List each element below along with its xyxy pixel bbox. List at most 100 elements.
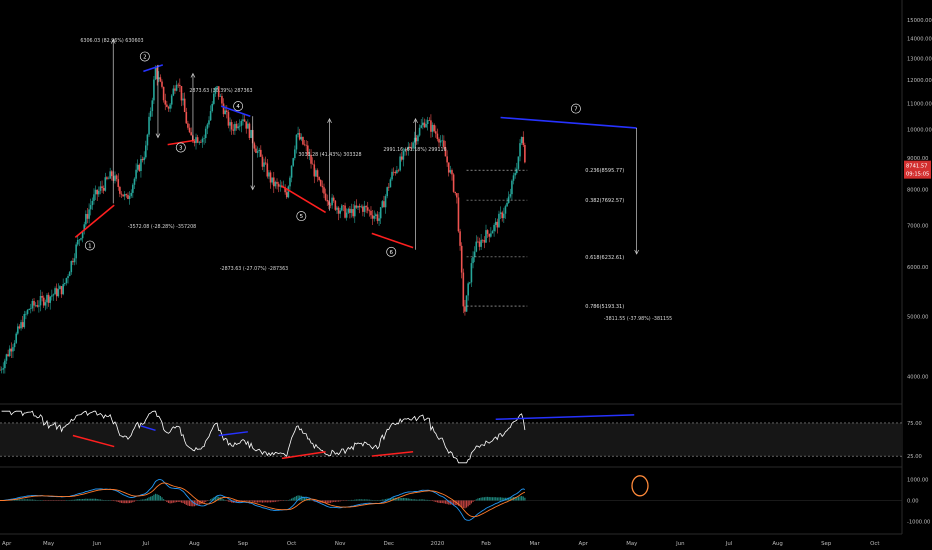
candle-body[interactable] <box>266 163 269 177</box>
candle-body[interactable] <box>2 368 5 370</box>
candle-body[interactable] <box>311 163 314 165</box>
candle-body[interactable] <box>473 251 476 258</box>
candle-body[interactable] <box>10 348 13 352</box>
candle-body[interactable] <box>198 141 201 143</box>
candle-body[interactable] <box>371 215 374 219</box>
candle-body[interactable] <box>54 288 56 295</box>
candle-body[interactable] <box>157 77 160 80</box>
candle-body[interactable] <box>7 354 9 356</box>
candle-body[interactable] <box>21 322 24 328</box>
candle-body[interactable] <box>161 81 163 87</box>
candle-body[interactable] <box>430 120 432 132</box>
candle-body[interactable] <box>55 288 58 297</box>
candle-body[interactable] <box>319 179 322 186</box>
candle-body[interactable] <box>36 305 39 307</box>
candle-body[interactable] <box>107 178 110 180</box>
candle-body[interactable] <box>141 158 144 161</box>
candle-body[interactable] <box>159 77 162 82</box>
rsi-line[interactable] <box>1 410 526 464</box>
candle-body[interactable] <box>234 123 236 131</box>
candle-body[interactable] <box>464 306 466 312</box>
candle-body[interactable] <box>102 188 105 191</box>
candle-body[interactable] <box>404 149 406 151</box>
candle-body[interactable] <box>352 209 354 217</box>
candle-body[interactable] <box>78 239 81 241</box>
candle-body[interactable] <box>120 193 123 195</box>
candle-body[interactable] <box>190 132 192 136</box>
candle-body[interactable] <box>459 231 461 246</box>
candle-body[interactable] <box>247 123 249 129</box>
macd-pane[interactable]: 1000.00 0.00 -1000.00 <box>0 475 930 526</box>
candle-body[interactable] <box>397 170 400 171</box>
candle-body[interactable] <box>29 308 32 310</box>
candle-body[interactable] <box>298 133 301 140</box>
candle-body[interactable] <box>305 144 307 146</box>
candle-body[interactable] <box>214 87 217 94</box>
candle-body[interactable] <box>504 206 507 214</box>
candle-body[interactable] <box>51 295 53 297</box>
candle-body[interactable] <box>446 156 448 163</box>
candle-body[interactable] <box>224 110 226 115</box>
candle-body[interactable] <box>28 308 30 310</box>
candle-body[interactable] <box>415 137 418 142</box>
candle-body[interactable] <box>264 162 267 164</box>
rsi-pane[interactable]: 75.00 25.00 <box>0 410 922 464</box>
candle-body[interactable] <box>8 348 11 356</box>
candle-body[interactable] <box>418 127 421 136</box>
candle-body[interactable] <box>452 174 455 192</box>
candle-body[interactable] <box>258 149 260 152</box>
candle-body[interactable] <box>170 95 173 105</box>
candle-body[interactable] <box>433 124 435 132</box>
candle-body[interactable] <box>237 126 239 129</box>
candle-body[interactable] <box>187 123 189 128</box>
candle-body[interactable] <box>475 241 478 252</box>
candle-body[interactable] <box>15 333 17 343</box>
candle-body[interactable] <box>219 96 222 97</box>
candle-body[interactable] <box>449 170 452 173</box>
candle-body[interactable] <box>57 289 60 297</box>
candle-body[interactable] <box>60 286 63 295</box>
candle-body[interactable] <box>229 122 231 126</box>
candle-body[interactable] <box>425 124 427 128</box>
candle-body[interactable] <box>358 205 361 208</box>
candle-body[interactable] <box>413 137 416 143</box>
time-axis[interactable]: Apr May Jun Jul Aug Sep Oct Nov Dec 2020 Feb Mar Apr… <box>2 541 879 547</box>
candle-body[interactable] <box>300 136 303 140</box>
candle-body[interactable] <box>39 295 42 306</box>
candle-body[interactable] <box>357 205 359 208</box>
candle-body[interactable] <box>174 88 176 91</box>
candle-body[interactable] <box>396 170 398 174</box>
candle-body[interactable] <box>209 111 212 121</box>
candle-body[interactable] <box>104 177 107 191</box>
candle-body[interactable] <box>238 125 241 127</box>
candle-body[interactable] <box>156 67 158 80</box>
candle-body[interactable] <box>376 214 379 221</box>
candle-body[interactable] <box>490 233 492 237</box>
candle-body[interactable] <box>315 170 317 177</box>
candle-body[interactable] <box>26 309 29 314</box>
candle-body[interactable] <box>34 305 37 306</box>
candle-body[interactable] <box>478 241 481 247</box>
candle-body[interactable] <box>331 197 333 206</box>
candle-body[interactable] <box>109 171 111 179</box>
candle-body[interactable] <box>307 145 309 156</box>
candle-body[interactable] <box>269 172 272 183</box>
candle-body[interactable] <box>72 261 74 263</box>
candle-body[interactable] <box>465 295 468 312</box>
candle-body[interactable] <box>507 196 510 203</box>
candle-body[interactable] <box>285 192 288 198</box>
candle-body[interactable] <box>88 209 90 219</box>
candle-body[interactable] <box>49 296 52 303</box>
candle-body[interactable] <box>62 284 64 295</box>
candle-body[interactable] <box>496 221 499 228</box>
candle-body[interactable] <box>488 233 491 237</box>
candle-body[interactable] <box>193 140 196 144</box>
candle-body[interactable] <box>96 189 98 195</box>
candle-body[interactable] <box>297 133 299 135</box>
candle-body[interactable] <box>483 240 486 243</box>
candle-body[interactable] <box>188 127 191 133</box>
candle-body[interactable] <box>208 120 210 125</box>
candle-body[interactable] <box>177 84 179 86</box>
candle-body[interactable] <box>182 98 184 101</box>
candle-body[interactable] <box>59 286 61 290</box>
